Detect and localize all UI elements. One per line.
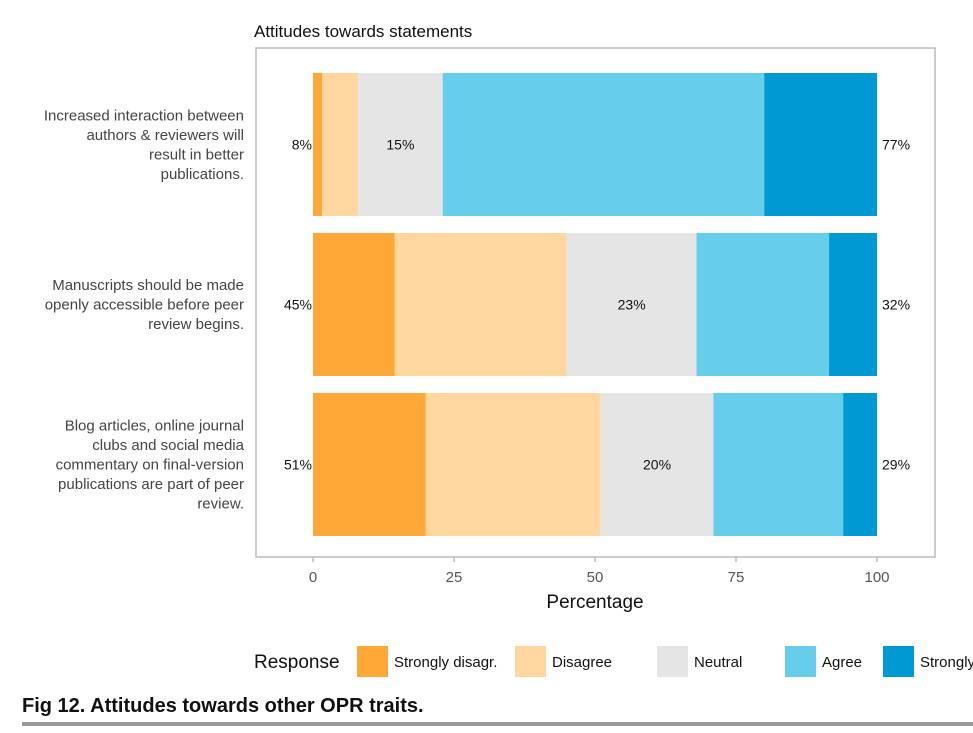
legend-title: Response	[254, 652, 340, 673]
legend-swatch	[357, 646, 388, 677]
left-percent-label: 45%	[284, 297, 312, 313]
bar-segment-neutral	[358, 73, 443, 216]
legend-label: Neutral	[694, 654, 742, 671]
legend-swatch	[883, 646, 914, 677]
legend-label: Strongly agr.	[920, 654, 973, 671]
category-label: Blog articles, online journal	[65, 418, 244, 435]
x-tick-label: 25	[446, 569, 463, 586]
category-label: review begins.	[148, 316, 244, 333]
legend-swatch	[515, 646, 546, 677]
center-percent-label: 15%	[386, 137, 414, 153]
caption-divider	[22, 722, 973, 726]
x-tick-label: 100	[864, 569, 889, 586]
bar-segment-disagree	[394, 233, 567, 376]
x-tick-label: 75	[728, 569, 745, 586]
bar-segment-disagree	[425, 393, 601, 536]
bar-segment-disagree	[322, 73, 359, 216]
category-label: openly accessible before peer	[45, 297, 244, 314]
center-percent-label: 20%	[643, 457, 671, 473]
bar-segment-strongly-disagr-	[313, 73, 323, 216]
category-label: clubs and social media	[92, 437, 244, 454]
bar-segment-strongly-agr-	[764, 73, 877, 216]
legend-label: Strongly disagr.	[394, 654, 497, 671]
category-label: review.	[197, 496, 244, 513]
left-percent-label: 8%	[292, 137, 312, 153]
bar-segment-strongly-agr-	[843, 393, 877, 536]
bar-segment-agree	[442, 73, 765, 216]
category-label: commentary on final-version	[56, 457, 244, 474]
x-tick-label: 0	[309, 569, 317, 586]
right-percent-label: 77%	[882, 137, 910, 153]
category-label: publications.	[161, 166, 244, 183]
bar-segment-agree	[696, 233, 830, 376]
legend-label: Disagree	[552, 654, 612, 671]
category-label: Manuscripts should be made	[52, 277, 244, 294]
x-tick-label: 50	[587, 569, 604, 586]
chart-title: Attitudes towards statements	[254, 22, 472, 41]
bar-segment-neutral	[566, 233, 697, 376]
bar-segment-agree	[713, 393, 844, 536]
left-percent-label: 51%	[284, 457, 312, 473]
category-label: authors & reviewers will	[86, 127, 244, 144]
bar-segment-neutral	[600, 393, 714, 536]
category-label: Increased interaction between	[44, 107, 244, 124]
legend-swatch	[657, 646, 688, 677]
right-percent-label: 32%	[882, 297, 910, 313]
right-percent-label: 29%	[882, 457, 910, 473]
figure-caption: Fig 12. Attitudes towards other OPR trai…	[22, 695, 424, 717]
bar-segment-strongly-disagr-	[313, 233, 395, 376]
category-label: result in better	[149, 146, 244, 163]
legend-swatch	[785, 646, 816, 677]
bar-segment-strongly-agr-	[829, 233, 877, 376]
bar-segment-strongly-disagr-	[313, 393, 426, 536]
category-label: publications are part of peer	[58, 476, 244, 493]
center-percent-label: 23%	[618, 297, 646, 313]
legend-label: Agree	[822, 654, 862, 671]
x-axis-label: Percentage	[546, 592, 643, 613]
